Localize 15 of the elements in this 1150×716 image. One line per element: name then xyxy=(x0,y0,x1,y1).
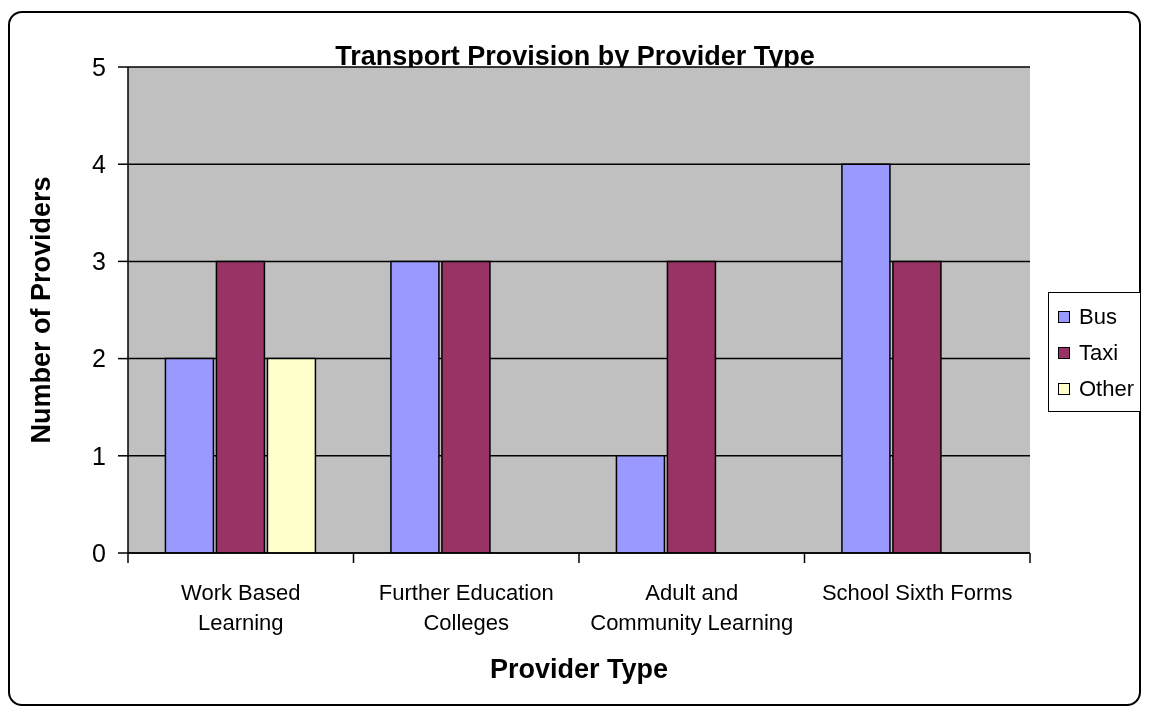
y-tick-label: 2 xyxy=(92,344,106,373)
legend-label: Taxi xyxy=(1079,340,1119,366)
y-axis-title: Number of Providers xyxy=(25,176,56,444)
x-tick-label: Adult and Community Learning xyxy=(590,580,794,635)
x-tick-label: Further Education Colleges xyxy=(378,580,554,635)
x-axis-title: Provider Type xyxy=(489,654,669,684)
x-tick-label: School Sixth Forms xyxy=(821,580,1013,605)
x-tick-label: Work Based Learning xyxy=(181,580,301,635)
y-tick-label: 0 xyxy=(92,538,106,567)
y-tick-label: 1 xyxy=(92,441,106,470)
legend-label: Other xyxy=(1079,376,1135,402)
legend-label: Bus xyxy=(1079,304,1117,330)
y-tick-label: 4 xyxy=(92,150,107,179)
y-tick-label: 3 xyxy=(92,247,106,276)
y-tick-label: 5 xyxy=(92,52,106,81)
